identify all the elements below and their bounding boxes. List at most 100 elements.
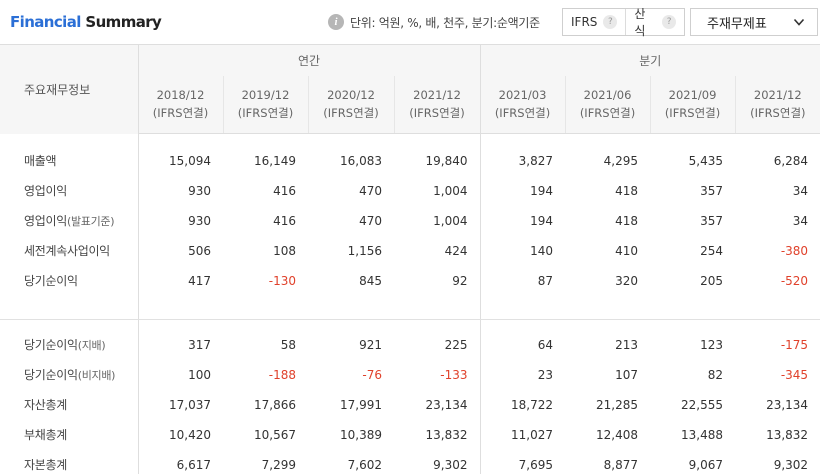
row-label-text: 자산총계 [24, 398, 67, 412]
spacer-cell [565, 320, 650, 330]
value-cell: 23,134 [425, 397, 468, 412]
value-cell: 18,722 [479, 389, 566, 420]
spacer-cell [394, 134, 480, 146]
row-spacer [0, 295, 821, 320]
value-cell: 9,067 [688, 457, 724, 472]
row-label-text: 당기순이익 [24, 338, 78, 352]
column-basis: (IFRS연결) [494, 106, 551, 121]
column-date: 2021/03 [498, 88, 547, 103]
value-cell: 92 [452, 273, 468, 288]
column-header: 2021/12 (IFRS연결) [734, 75, 821, 134]
row-label-text: 영업이익 [24, 214, 67, 228]
column-basis: (IFRS연결) [237, 106, 294, 121]
value-cell: 64 [479, 329, 566, 360]
column-header: 2021/06 (IFRS연결) [564, 75, 651, 134]
section-title: Financial Summary [10, 13, 162, 31]
row-label-text: 자본총계 [24, 458, 67, 472]
value-cell: 17,037 [169, 397, 211, 412]
value-cell: -520 [780, 273, 809, 288]
row-label-text: 당기순이익 [24, 274, 78, 288]
table-row: 세전계속사업이익 506 108 1,156 424 140 410 254 -380 [0, 235, 820, 266]
value-cell: -175 [780, 337, 809, 352]
value-cell: 424 [444, 243, 468, 258]
stub-header: 주요재무정보 [0, 44, 139, 134]
column-date: 2021/06 [583, 88, 632, 103]
spacer-cell [394, 295, 481, 320]
value-cell: 470 [359, 213, 382, 228]
financial-summary-header: Financial Summary i 단위: 억원, %, 배, 천주, 분기… [0, 0, 824, 44]
column-header: 2021/12 (IFRS연결) [393, 75, 481, 134]
value-cell: 34 [792, 183, 809, 198]
spacer-cell [223, 134, 308, 146]
value-cell: 17,866 [254, 397, 296, 412]
value-cell: 470 [359, 183, 382, 198]
table-row: 당기순이익 417 -130 845 92 87 320 205 -520 [0, 265, 820, 296]
value-cell: 320 [615, 273, 639, 288]
help-icon[interactable]: ? [662, 15, 676, 29]
column-header: 2018/12 (IFRS연결) [137, 75, 223, 134]
row-spacer [0, 133, 820, 146]
row-label-sub: (발표기준) [66, 215, 115, 228]
column-basis: (IFRS연결) [409, 106, 465, 121]
table-row: 당기순이익(지배) 317 58 921 225 64 213 123 -175 [0, 329, 820, 360]
value-cell: -345 [780, 367, 809, 382]
value-cell: -380 [780, 243, 809, 258]
spacer-cell [735, 134, 820, 146]
row-label: 영업이익 [0, 175, 139, 206]
value-cell: 16,149 [254, 153, 296, 168]
row-label: 당기순이익(비지배) [0, 359, 139, 390]
tab-ifrs[interactable]: IFRS ? [563, 9, 625, 35]
spacer-cell [394, 320, 480, 330]
value-cell: 921 [359, 337, 382, 352]
column-date: 2021/12 [753, 88, 802, 103]
value-cell: 87 [479, 265, 566, 296]
value-cell: 19,840 [425, 153, 468, 168]
column-basis: (IFRS연결) [152, 106, 209, 121]
row-label: 부채총계 [0, 419, 139, 450]
spacer-cell [650, 320, 735, 330]
row-label: 당기순이익(지배) [0, 329, 139, 360]
value-cell: 140 [479, 235, 566, 266]
column-header: 2021/03 (IFRS연결) [479, 75, 566, 134]
column-basis: (IFRS연결) [750, 106, 806, 121]
tab-formula[interactable]: 산식 ? [625, 7, 684, 38]
value-cell: 10,567 [254, 427, 296, 442]
value-cell: 9,302 [773, 457, 809, 472]
spacer-cell [479, 295, 566, 320]
spacer-cell [735, 295, 821, 320]
row-label: 세전계속사업이익 [0, 235, 139, 266]
column-header: 2020/12 (IFRS연결) [307, 75, 394, 134]
spacer-cell [650, 295, 736, 320]
value-cell: 4,295 [603, 153, 639, 168]
value-cell: 410 [615, 243, 639, 258]
table-row: 부채총계 10,420 10,567 10,389 13,832 11,027 12,408… [0, 419, 820, 450]
row-label-text: 세전계속사업이익 [24, 244, 110, 258]
value-cell: 317 [188, 337, 211, 352]
table-row: 영업이익 930 416 470 1,004 194 418 357 34 [0, 175, 820, 206]
spacer-cell [308, 320, 394, 330]
value-cell: 7,695 [479, 449, 566, 474]
row-label: 자본총계 [0, 449, 139, 474]
annual-group-header: 연간 [137, 44, 481, 76]
value-cell: 417 [188, 273, 211, 288]
info-icon[interactable]: i [328, 14, 344, 30]
value-cell: 12,408 [596, 427, 639, 442]
value-cell: 100 [188, 367, 211, 382]
column-header: 2019/12 (IFRS연결) [222, 75, 308, 134]
value-cell: -133 [440, 367, 468, 382]
value-cell: 123 [700, 337, 724, 352]
row-label: 영업이익(발표기준) [0, 205, 139, 236]
help-icon[interactable]: ? [603, 15, 618, 29]
table-row: 당기순이익(비지배) 100 -188 -76 -133 23 107 82 -345 [0, 359, 820, 390]
basis-tab-group: IFRS ? 산식 ? [562, 7, 685, 38]
statement-select[interactable]: 주재무제표 [690, 8, 818, 36]
value-cell: 357 [700, 213, 724, 228]
column-basis: (IFRS연결) [664, 106, 721, 121]
column-header: 2021/09 (IFRS연결) [649, 75, 736, 134]
spacer-cell [479, 319, 566, 330]
row-label-text: 당기순이익 [24, 368, 78, 382]
spacer-cell [0, 133, 139, 146]
spacer-cell [565, 295, 651, 320]
value-cell: 9,302 [433, 457, 468, 472]
value-cell: 7,602 [347, 457, 382, 472]
